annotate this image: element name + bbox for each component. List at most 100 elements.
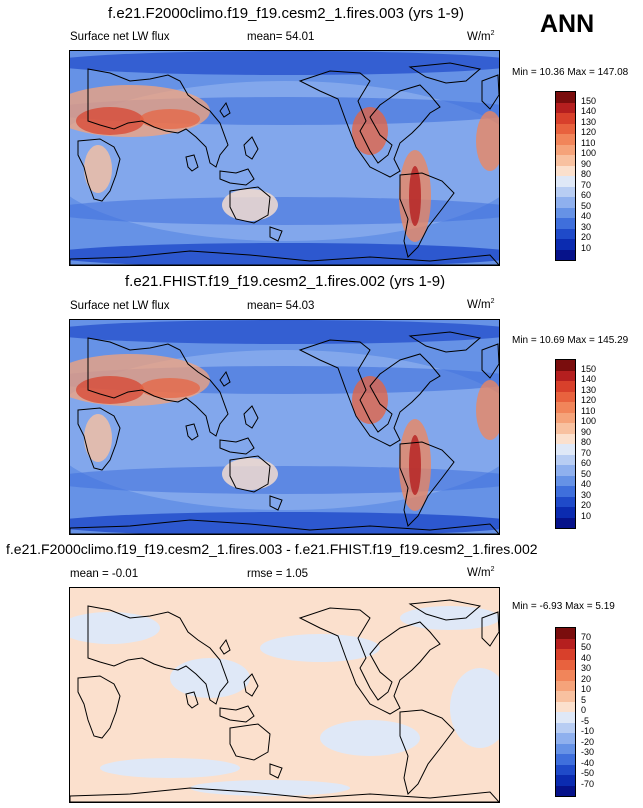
field-region — [70, 320, 499, 344]
coastline — [269, 495, 283, 511]
coastline — [399, 441, 455, 527]
colorbar-swatch — [556, 249, 575, 260]
colorbar-tick-label: 20 — [581, 673, 592, 684]
coastline — [481, 343, 499, 379]
panel-3-minmax: Min = -6.93 Max = 5.19 — [512, 601, 615, 612]
panel-2-units: W/m2 — [467, 298, 495, 311]
colorbar-swatch — [556, 733, 575, 744]
colorbar-swatch — [556, 754, 575, 765]
colorbar-swatch — [556, 218, 575, 229]
colorbar-swatch — [556, 423, 575, 434]
colorbar-tick-label: 90 — [581, 158, 592, 169]
colorbar-tick-label: 30 — [581, 489, 592, 500]
colorbar-swatch — [556, 228, 575, 239]
field-region — [76, 107, 144, 135]
colorbar-swatch — [556, 496, 575, 507]
colorbar-tick-label: -50 — [581, 768, 595, 778]
colorbar-tick-label: 80 — [581, 437, 592, 447]
colorbar-tick-label: 40 — [581, 211, 592, 221]
colorbar-tick-label: 50 — [581, 468, 592, 479]
field-region — [140, 109, 200, 129]
coastline — [269, 226, 283, 242]
colorbar-swatch — [556, 680, 575, 691]
panel-3-title: f.e21.F2000climo.f19_f19.cesm2_1.fires.0… — [6, 541, 538, 557]
coastline — [298, 339, 441, 447]
colorbar-tick-label: 90 — [581, 426, 592, 437]
coastline — [399, 709, 455, 795]
panel-3-rmse: rmse = 1.05 — [247, 568, 309, 580]
coastline — [185, 423, 199, 441]
colorbar-tick-label: 50 — [581, 200, 592, 211]
colorbar-swatch — [556, 113, 575, 124]
colorbar-tick-label: 60 — [581, 190, 592, 200]
field-region — [170, 658, 250, 698]
field-region — [70, 466, 499, 494]
field-region — [76, 376, 144, 404]
colorbar-tick-label: 120 — [581, 395, 597, 405]
field-region — [400, 606, 499, 630]
colorbar-swatch — [556, 659, 575, 670]
field-region — [70, 51, 499, 75]
colorbar-swatch — [556, 402, 575, 413]
panel-2-mean: mean= 54.03 — [247, 300, 315, 312]
field-region — [222, 458, 278, 490]
colorbar-tick-label: -30 — [581, 747, 595, 757]
colorbar-tick-label: 10 — [581, 510, 592, 521]
coastline — [219, 638, 231, 655]
colorbar-tick-label: 10 — [581, 684, 592, 694]
field-region — [84, 414, 112, 462]
colorbar-swatch — [556, 381, 575, 392]
field-region — [260, 634, 380, 662]
colorbar-swatch — [556, 785, 575, 796]
colorbar-tick-label: 30 — [581, 663, 592, 673]
colorbar-swatch — [556, 102, 575, 113]
field-region — [409, 166, 421, 226]
field-region — [320, 720, 420, 756]
field-region — [222, 189, 278, 221]
field-region — [70, 512, 499, 534]
colorbar-tick-label: 40 — [581, 479, 592, 489]
colorbar-swatch — [556, 775, 575, 786]
panel-1-minmax: Min = 10.36 Max = 147.08 — [512, 67, 629, 78]
colorbar-tick-label: 20 — [581, 500, 592, 510]
coastline — [219, 101, 231, 118]
colorbar-tick-label: 70 — [581, 179, 592, 190]
field-region — [409, 435, 421, 495]
colorbar-tick-label: 130 — [581, 116, 597, 127]
coastline — [229, 186, 271, 224]
season-label: ANN — [540, 10, 595, 38]
colorbar-swatch — [556, 360, 575, 371]
colorbar-swatch — [556, 370, 575, 381]
coastline — [87, 337, 229, 437]
colorbar-swatch — [556, 144, 575, 155]
colorbar-swatch — [556, 155, 575, 166]
coastline — [229, 455, 271, 493]
field-region — [450, 668, 499, 748]
coastline — [185, 691, 199, 709]
colorbar-tick-label: 0 — [581, 705, 587, 715]
coastline — [481, 611, 499, 647]
coastline — [408, 331, 482, 353]
colorbar-tick-label: 100 — [581, 148, 597, 158]
panel-1-map — [69, 50, 500, 266]
colorbar-swatch — [556, 670, 575, 681]
coastline — [243, 405, 259, 429]
coastline — [70, 787, 499, 802]
colorbar-tick-label: 70 — [581, 447, 592, 458]
coastline — [87, 605, 229, 705]
panel-2-field-label: Surface net LW flux — [70, 300, 170, 312]
panel-1-field-label: Surface net LW flux — [70, 31, 170, 43]
colorbar-swatch — [556, 475, 575, 486]
colorbar-swatch — [556, 722, 575, 733]
colorbar-tick-label: 140 — [581, 106, 597, 116]
coastline — [269, 763, 283, 779]
panel-1-colorbar — [555, 91, 576, 261]
panel-1-units: W/m2 — [467, 30, 495, 43]
field-region — [190, 780, 350, 796]
colorbar-swatch — [556, 465, 575, 476]
panel-3-mean: mean = -0.01 — [70, 568, 139, 580]
panel-2-minmax: Min = 10.69 Max = 145.29 — [512, 335, 629, 346]
coastline — [408, 599, 482, 621]
map-canvas — [70, 320, 499, 534]
colorbar-tick-label: 130 — [581, 384, 597, 395]
